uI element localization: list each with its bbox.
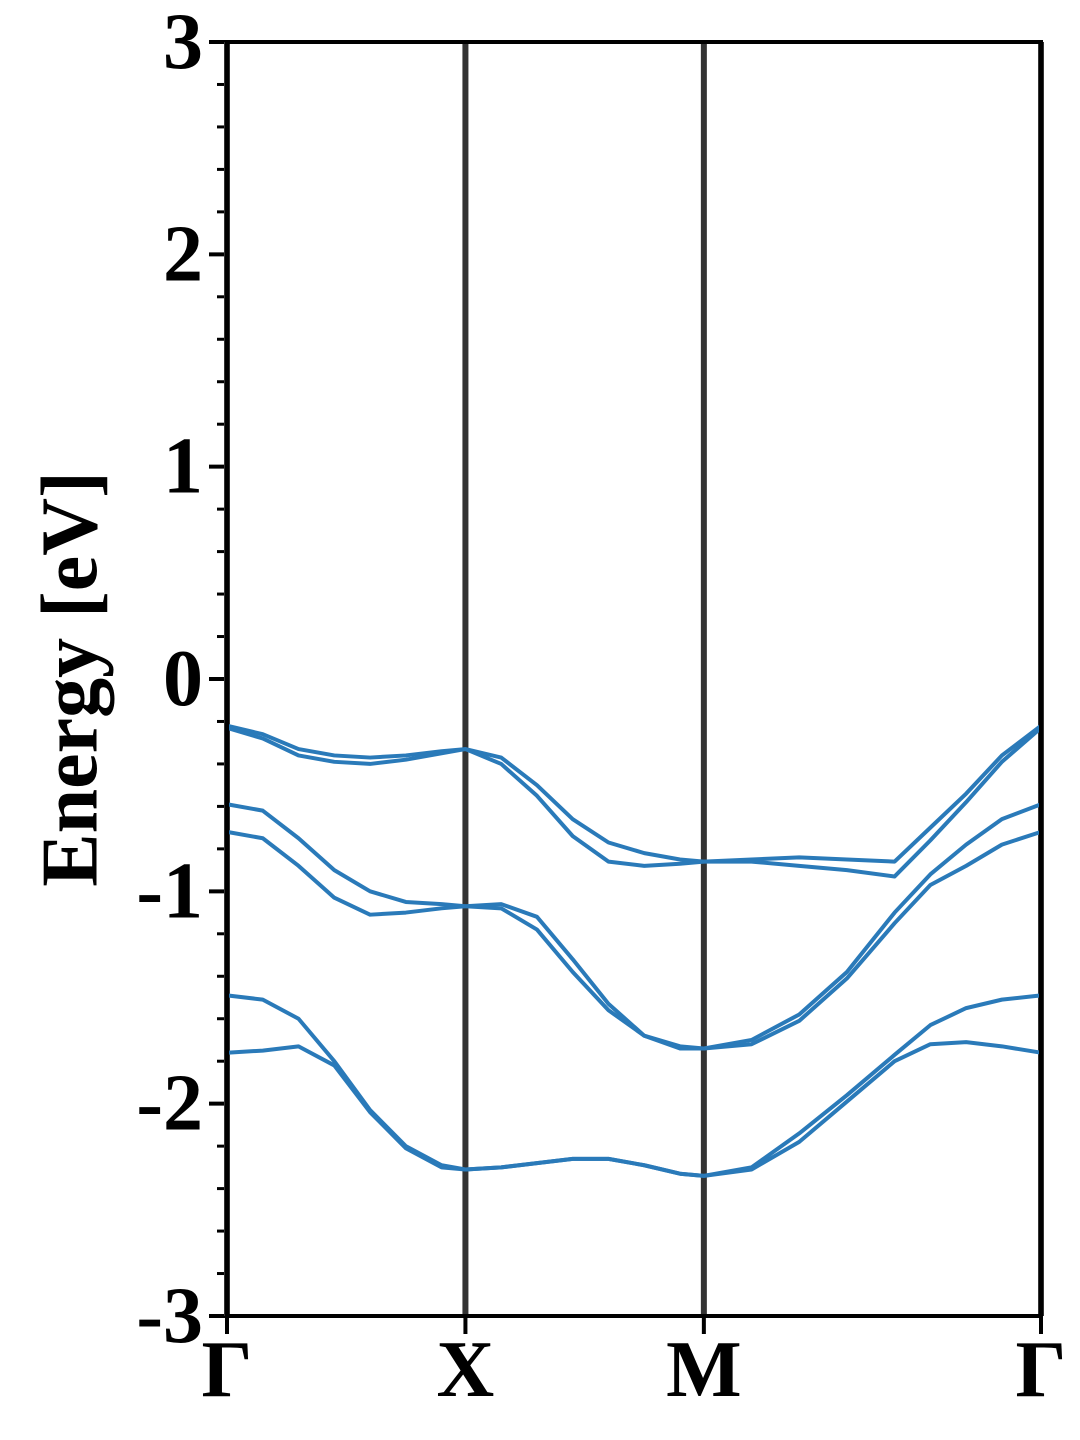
band [226, 725, 1043, 879]
y-tick-label: -3 [136, 1272, 203, 1360]
y-tick-label: -1 [136, 847, 203, 935]
band [226, 723, 1043, 864]
x-tick-label: M [666, 1326, 742, 1414]
y-tick-label: 1 [163, 423, 203, 511]
band [226, 829, 1042, 1051]
band [226, 1040, 1042, 1178]
y-tick-label: -2 [136, 1060, 203, 1148]
y-tick-label: 0 [163, 635, 203, 723]
x-tick-label: Γ [202, 1326, 253, 1414]
x-tick-label: X [437, 1326, 495, 1414]
plot-frame [225, 40, 1043, 1318]
y-tick-label: 2 [163, 210, 203, 298]
x-tick-label: Γ [1016, 1326, 1067, 1414]
y-tick-label: 3 [163, 0, 203, 86]
band [226, 802, 1042, 1051]
y-axis-label: Energy [eV] [26, 471, 114, 886]
